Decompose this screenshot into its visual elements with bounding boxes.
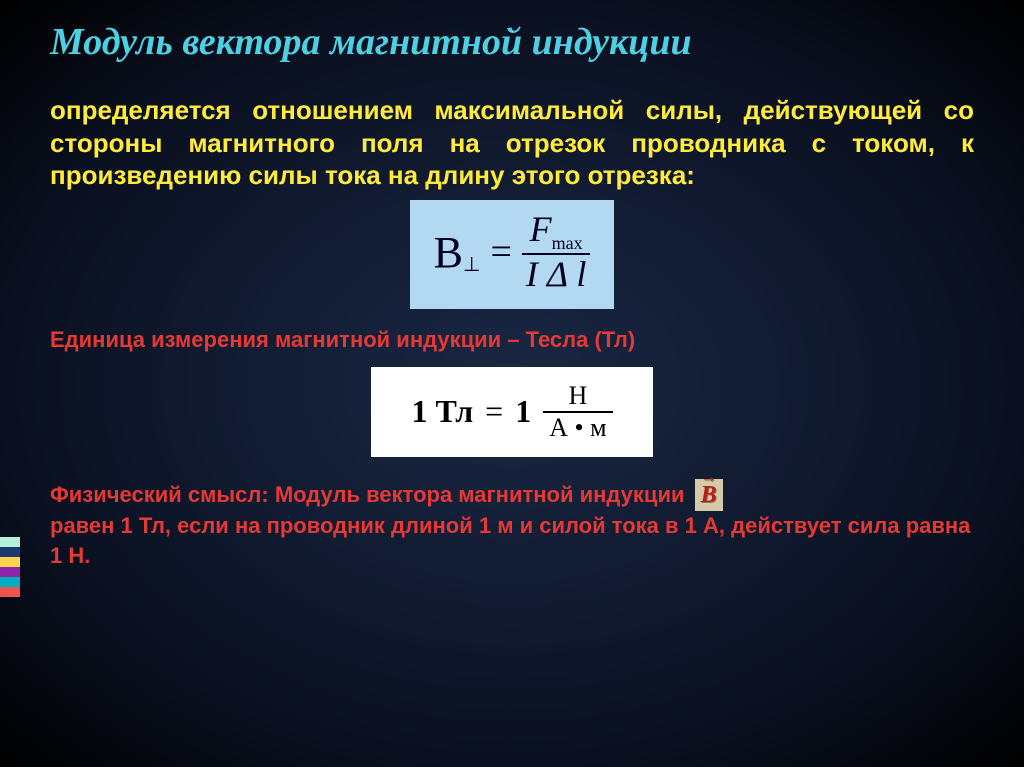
unit-measurement-text: Единица измерения магнитной индукции – Т… <box>50 327 974 353</box>
fraction-denominator: I Δ l <box>522 255 590 295</box>
decorative-color-strip <box>0 537 20 597</box>
formula-fraction: Fmax I Δ l <box>522 210 590 296</box>
unit-lhs: 1 Тл <box>411 393 473 430</box>
symbol-b: B <box>434 228 463 277</box>
unit-numerator: Н <box>562 381 593 411</box>
slide-title: Модуль вектора магнитной индукции <box>50 20 974 64</box>
physical-rest: равен 1 Тл, если на проводник длиной 1 м… <box>50 513 970 568</box>
slide-container: Модуль вектора магнитной индукции опреде… <box>0 0 1024 767</box>
unit-formula: 1 Тл = 1 Н А • м <box>371 367 652 457</box>
symbol-f: F <box>530 209 552 249</box>
fraction-numerator: Fmax <box>526 210 587 254</box>
unit-scalar: 1 <box>515 393 531 430</box>
unit-formula-container: 1 Тл = 1 Н А • м <box>50 367 974 457</box>
unit-denominator: А • м <box>543 413 612 443</box>
vector-b-icon: B <box>695 479 723 511</box>
physical-prefix: Физический смысл: Модуль вектора магнитн… <box>50 482 685 507</box>
equals-sign: = <box>490 230 511 274</box>
definition-text: определяется отношением максимальной сил… <box>50 94 974 192</box>
main-formula-container: B⊥ = Fmax I Δ l <box>50 200 974 310</box>
denominator-text: I Δ l <box>526 254 586 294</box>
equals-sign: = <box>485 393 503 430</box>
formula-lhs: B⊥ <box>434 227 481 278</box>
unit-fraction: Н А • м <box>543 381 612 443</box>
subscript-perp: ⊥ <box>463 254 480 276</box>
subscript-max: max <box>552 233 583 253</box>
main-formula: B⊥ = Fmax I Δ l <box>410 200 615 310</box>
physical-meaning-text: Физический смысл: Модуль вектора магнитн… <box>50 479 974 571</box>
